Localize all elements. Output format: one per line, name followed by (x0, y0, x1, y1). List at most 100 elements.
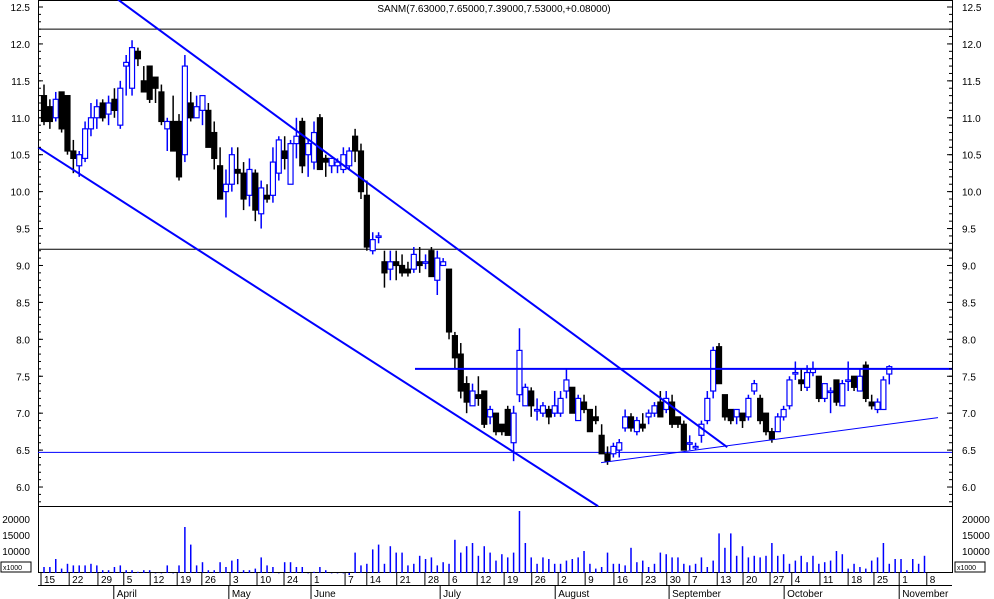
candle-up (827, 390, 834, 394)
candle-up (422, 261, 429, 264)
candle-down (357, 150, 365, 193)
date-tick-label: 5 (127, 575, 133, 586)
candle-down (798, 379, 805, 385)
candle-down (604, 453, 611, 462)
candle-down (322, 157, 329, 163)
candle-down (352, 135, 359, 152)
candle-down (428, 250, 435, 278)
date-tick-label: 11 (823, 575, 834, 586)
price-tick-label-left: 9.5 (16, 225, 30, 236)
candle-down (205, 109, 212, 148)
date-tick-label: 24 (287, 575, 299, 586)
candle-down (481, 390, 488, 425)
candle-down (768, 431, 775, 440)
candle-up (704, 397, 711, 422)
candle-down (152, 76, 159, 89)
candle-up (522, 386, 529, 407)
date-tick-label: 27 (773, 575, 785, 586)
candle-up (533, 408, 541, 412)
candle-up (164, 120, 171, 130)
candle-down (363, 194, 370, 248)
candle-up (76, 154, 83, 167)
price-tick-label-left: 8.5 (16, 298, 30, 309)
candle-up (222, 183, 230, 193)
candle-up (651, 405, 658, 414)
candle-up (52, 98, 59, 119)
candle-up (287, 143, 294, 185)
candle-up (410, 253, 417, 270)
date-tick-label: 15 (44, 575, 56, 586)
candle-up (645, 412, 652, 418)
candle-down (815, 375, 822, 400)
candle-down (727, 408, 734, 422)
candle-down (657, 401, 664, 418)
candle-up (305, 143, 312, 156)
candle-down (281, 150, 288, 159)
candle-down (40, 95, 48, 123)
candle-down (416, 261, 423, 267)
candle-up (181, 65, 188, 156)
plot-frame (38, 0, 953, 573)
candle-up (880, 379, 887, 411)
candle-up (874, 401, 881, 411)
candle-down (457, 353, 464, 392)
date-tick-label: 2 (561, 575, 567, 586)
price-tick-label-left: 12.5 (11, 3, 31, 14)
date-tick-label: 26 (535, 575, 547, 586)
price-tick-label-right: 11.5 (962, 77, 981, 88)
date-tick-label: 1 (902, 575, 908, 586)
volume-tick-label-right: 10000 (962, 547, 990, 558)
volume-tick-label-right: 15000 (962, 531, 990, 542)
candle-down (316, 117, 323, 171)
candle-down (463, 383, 470, 403)
candle-up (856, 375, 864, 392)
candle-down (299, 120, 306, 167)
candle-up (193, 106, 200, 119)
date-tick-label: 21 (400, 575, 412, 586)
candle-up (87, 117, 95, 130)
chart-title: SANM(7.63000,7.65000,7.39000,7.53000,+0.… (377, 4, 610, 15)
candle-down (762, 412, 770, 433)
candle-up (616, 442, 623, 451)
date-tick-label: 25 (877, 575, 889, 586)
candle-down (398, 264, 406, 274)
date-tick-label: 18 (851, 575, 863, 586)
candle-down (528, 390, 535, 407)
volume-tick-label-left: 15000 (2, 531, 30, 542)
candle-up (387, 261, 394, 270)
candle-down (252, 172, 259, 211)
candle-down (545, 408, 552, 418)
price-tick-label-right: 11.0 (962, 114, 981, 125)
candle-down (445, 268, 453, 333)
rising-support-line (600, 417, 939, 464)
candle-up (340, 154, 347, 171)
date-tick-label: 29 (101, 575, 113, 586)
date-tick-label: 9 (588, 575, 594, 586)
volume-unit-box-right (954, 561, 986, 573)
price-tick-label-right: 8.0 (962, 335, 976, 346)
volume-unit-label-left: x1000 (3, 565, 22, 572)
price-tick-label-left: 11.5 (11, 77, 30, 88)
price-tick-label-left: 10.5 (11, 151, 31, 162)
candle-down (451, 335, 458, 359)
candle-up (228, 154, 235, 185)
month-label: July (443, 589, 461, 599)
date-tick-label: 12 (153, 575, 165, 586)
date-tick-label: 1 (314, 575, 320, 586)
candle-up (93, 106, 100, 119)
candle-up (622, 416, 629, 429)
candle-up (780, 408, 787, 418)
month-label: September (672, 589, 722, 599)
candle-up (440, 261, 447, 267)
month-label: April (117, 589, 137, 599)
candle-up (733, 408, 740, 418)
candle-down (592, 416, 599, 422)
date-tick-label: 10 (260, 575, 272, 586)
candle-up (258, 187, 265, 215)
candle-up (246, 168, 253, 196)
candle-down (111, 98, 118, 111)
candle-down (64, 95, 71, 152)
candle-down (674, 416, 682, 425)
price-tick-label-right: 6.0 (962, 483, 976, 494)
